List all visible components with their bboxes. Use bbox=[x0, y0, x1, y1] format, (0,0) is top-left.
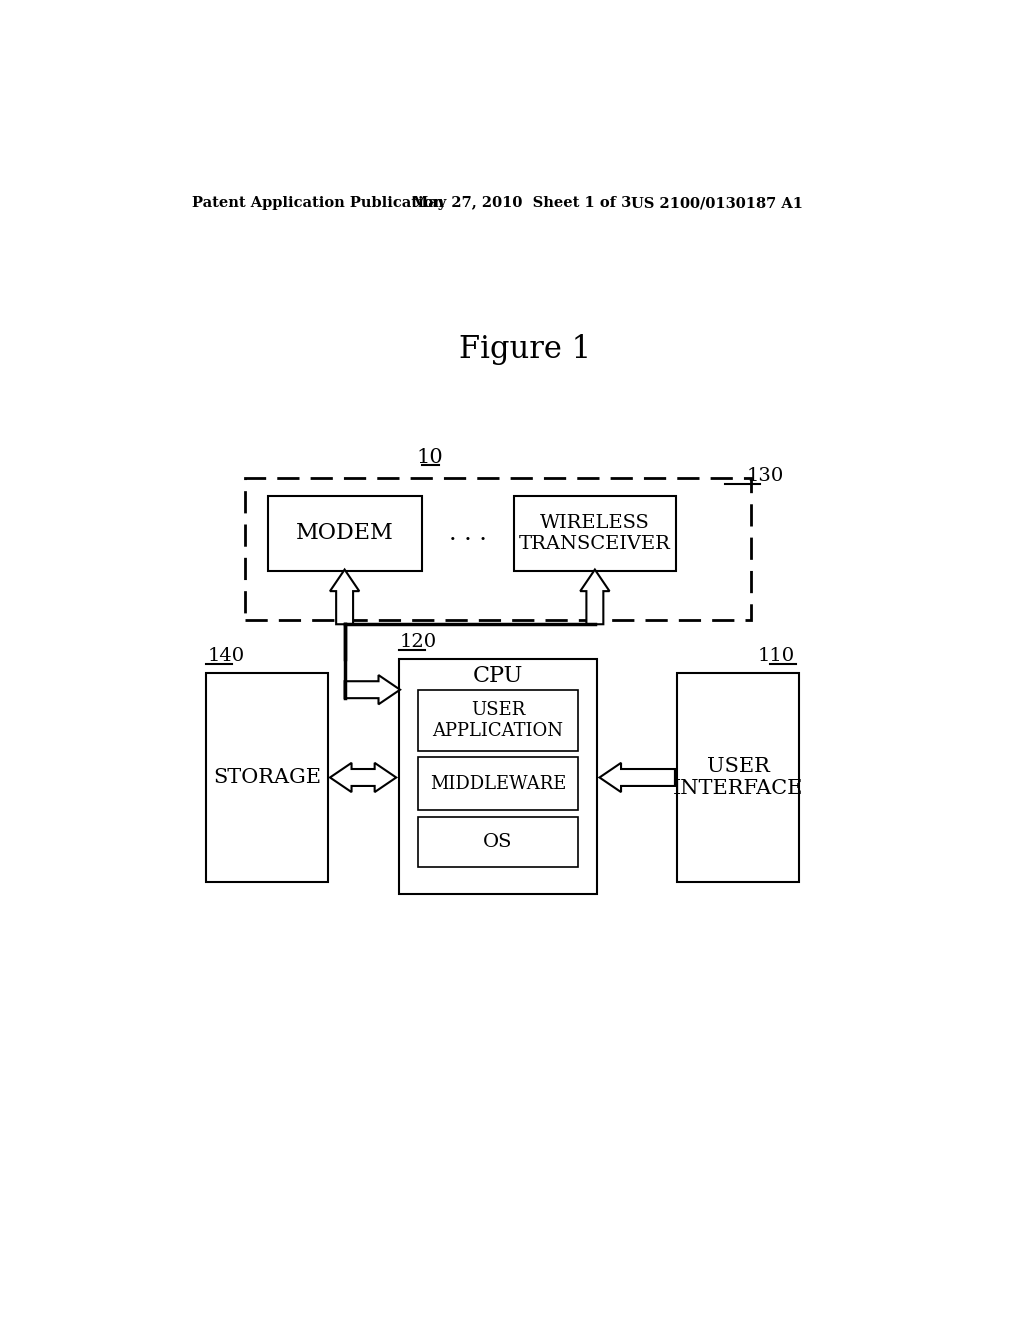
Text: May 27, 2010  Sheet 1 of 3: May 27, 2010 Sheet 1 of 3 bbox=[412, 197, 631, 210]
Bar bbox=[398, 659, 597, 894]
Text: US 2100/0130187 A1: US 2100/0130187 A1 bbox=[631, 197, 803, 210]
Text: CPU: CPU bbox=[473, 665, 523, 686]
Bar bbox=[418, 758, 578, 810]
Text: 140: 140 bbox=[208, 647, 245, 665]
Text: 110: 110 bbox=[757, 647, 795, 665]
Bar bbox=[418, 689, 578, 751]
Bar bbox=[418, 817, 578, 867]
Polygon shape bbox=[330, 570, 359, 624]
Text: STORAGE: STORAGE bbox=[213, 768, 321, 787]
Text: OS: OS bbox=[483, 833, 513, 851]
Polygon shape bbox=[345, 675, 400, 705]
Bar bbox=[677, 673, 799, 882]
Bar bbox=[267, 496, 422, 572]
Text: USER
INTERFACE: USER INTERFACE bbox=[673, 756, 803, 799]
Text: 120: 120 bbox=[400, 634, 437, 651]
Bar bbox=[514, 496, 676, 572]
Text: USER
APPLICATION: USER APPLICATION bbox=[432, 701, 563, 741]
Text: Patent Application Publication: Patent Application Publication bbox=[193, 197, 444, 210]
Bar bbox=[245, 478, 752, 620]
Text: . . .: . . . bbox=[449, 521, 486, 545]
Polygon shape bbox=[330, 763, 396, 792]
Text: 130: 130 bbox=[746, 467, 783, 486]
Text: WIRELESS
TRANSCEIVER: WIRELESS TRANSCEIVER bbox=[519, 513, 671, 553]
Bar bbox=[206, 673, 328, 882]
Text: 10: 10 bbox=[416, 447, 442, 467]
Text: MODEM: MODEM bbox=[296, 523, 393, 544]
Polygon shape bbox=[581, 570, 609, 624]
Text: Figure 1: Figure 1 bbox=[459, 334, 591, 364]
Text: MIDDLEWARE: MIDDLEWARE bbox=[430, 775, 566, 792]
Polygon shape bbox=[599, 763, 675, 792]
